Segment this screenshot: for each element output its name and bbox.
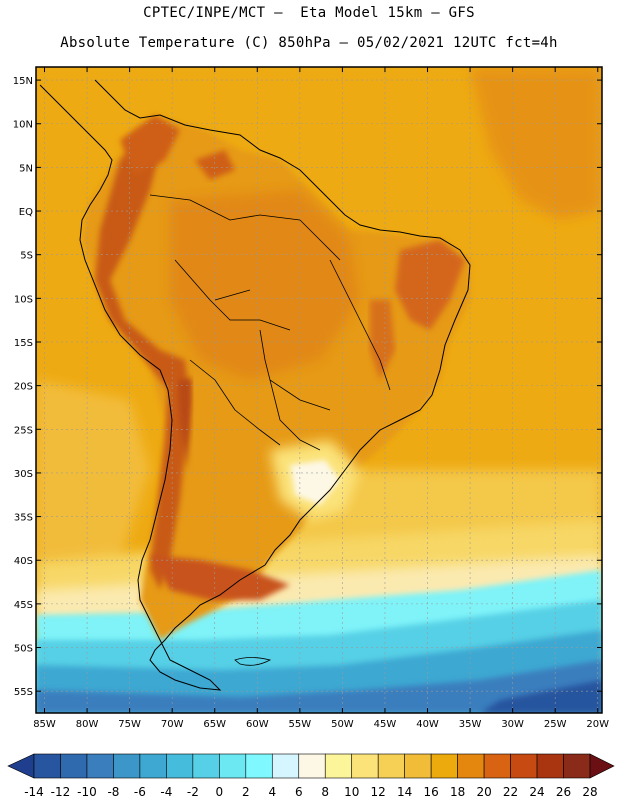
colorbar-label: 4: [268, 785, 276, 799]
axis-ticks: [36, 67, 602, 713]
colorbar-label: -4: [160, 785, 172, 799]
lat-label: 40S: [14, 556, 33, 567]
colorbar-swatch: [219, 753, 247, 779]
lon-label: 70W: [161, 719, 184, 730]
temperature-field: [36, 67, 602, 713]
colorbar-label: -8: [107, 785, 119, 799]
lon-label: 60W: [246, 719, 269, 730]
lon-label: 45W: [374, 719, 397, 730]
map-frame: [35, 66, 603, 714]
colorbar-label: -2: [187, 785, 199, 799]
colorbar-swatch: [404, 753, 432, 779]
colorbar-label: 16: [424, 785, 439, 799]
lon-label: 35W: [459, 719, 482, 730]
map-title-line1: CPTEC/INPE/MCT – Eta Model 15km – GFS: [143, 5, 475, 21]
colorbar-label: 2: [242, 785, 250, 799]
colorbar-swatch: [271, 753, 300, 779]
lon-label: 25W: [544, 719, 567, 730]
colorbar-label: 24: [529, 785, 544, 799]
lon-label: 85W: [33, 719, 56, 730]
colorbar-swatch: [86, 753, 114, 779]
colorbar-swatch: [33, 753, 61, 779]
lat-label: 30S: [14, 469, 33, 480]
south-america-coastline: [39, 79, 471, 691]
colorbar-label: -12: [51, 785, 71, 799]
colorbar-arrow-high: [589, 753, 615, 779]
colorbar-swatch: [483, 753, 511, 779]
colorbar-swatch: [430, 753, 458, 779]
colorbar: [7, 753, 615, 779]
latitude-labels: 15N 10N 5N EQ 5S 10S 15S 20S 25S 30S 35S 40S 45S 50S 5…: [13, 76, 33, 698]
colorbar-label: 10: [344, 785, 359, 799]
colorbar-swatch: [60, 753, 88, 779]
colorbar-swatch: [457, 753, 485, 779]
lon-label: 80W: [76, 719, 99, 730]
colorbar-label: -10: [77, 785, 97, 799]
colorbar-label: 8: [321, 785, 329, 799]
colorbar-swatch: [536, 753, 564, 779]
colorbar-label: 14: [397, 785, 412, 799]
colorbar-swatch: [166, 753, 194, 779]
colorbar-swatch: [192, 753, 220, 779]
colorbar-label: 12: [371, 785, 386, 799]
colorbar-swatch: [510, 753, 538, 779]
colorbar-label: 18: [450, 785, 465, 799]
lat-label: 20S: [14, 382, 33, 393]
colorbar-label: 0: [216, 785, 224, 799]
lat-label: 15N: [13, 76, 33, 87]
colorbar-swatch: [324, 753, 353, 779]
colorbar-swatch: [377, 753, 405, 779]
colorbar-swatch: [351, 753, 379, 779]
map-title-line2: Absolute Temperature (C) 850hPa – 05/02/…: [60, 35, 558, 51]
lat-label: 55S: [14, 687, 33, 698]
colorbar-arrow-low: [7, 753, 35, 779]
lon-label: 20W: [586, 719, 609, 730]
colorbar-swatch: [113, 753, 141, 779]
colorbar-label: 28: [582, 785, 597, 799]
colorbar-labels: -14 -12 -10 -8 -6 -4 -2 0 2 4 6 8 10 12 14 16 18 20 22 24 26…: [24, 785, 597, 799]
lat-label: EQ: [19, 207, 33, 218]
longitude-labels: 85W 80W 75W 70W 65W 60W 55W 50W 45W 40W 35W 30W 25W 2…: [33, 719, 609, 730]
lat-label: 50S: [14, 644, 33, 655]
lat-label: 15S: [14, 338, 33, 349]
lat-label: 5S: [20, 251, 33, 262]
lon-label: 75W: [118, 719, 141, 730]
lat-label: 35S: [14, 513, 33, 524]
colorbar-swatch: [563, 753, 591, 779]
colorbar-label: 20: [476, 785, 491, 799]
lat-label: 25S: [14, 425, 33, 436]
lat-lon-grid: [36, 67, 602, 713]
lon-label: 40W: [416, 719, 439, 730]
colorbar-label: -14: [24, 785, 44, 799]
lon-label: 65W: [203, 719, 226, 730]
lat-label: 5N: [19, 163, 33, 174]
colorbar-swatch: [298, 753, 326, 779]
lat-label: 45S: [14, 600, 33, 611]
lat-label: 10S: [14, 294, 33, 305]
lat-label: 10N: [13, 120, 33, 131]
lon-label: 50W: [331, 719, 354, 730]
colorbar-label: 26: [556, 785, 571, 799]
colorbar-label: 22: [503, 785, 518, 799]
colorbar-label: -6: [134, 785, 146, 799]
lon-label: 30W: [501, 719, 524, 730]
colorbar-swatch: [245, 753, 273, 779]
colorbar-label: 6: [295, 785, 303, 799]
colorbar-swatch: [139, 753, 167, 779]
lon-label: 55W: [289, 719, 312, 730]
